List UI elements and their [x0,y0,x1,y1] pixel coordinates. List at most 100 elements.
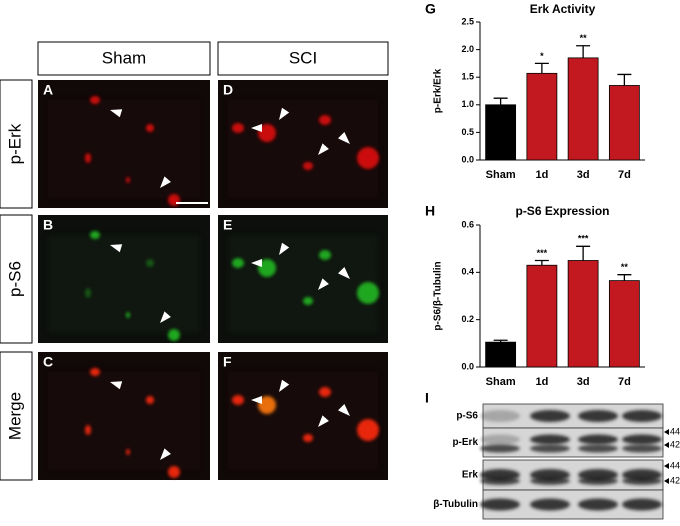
cell [126,449,130,455]
arrowhead [110,109,123,118]
marker-arrow [664,478,669,484]
cell [303,162,313,170]
y-tick-label: 0.2 [461,314,474,324]
bar [567,57,599,161]
cell [126,312,130,318]
blot-label: p-S6 [456,411,478,422]
blot-band [622,444,662,453]
cell [357,419,379,441]
panel-letter: B [43,217,53,233]
marker-arrow [664,429,669,435]
bar [485,341,517,368]
cell [126,177,130,183]
blot-band [480,434,520,445]
x-tick-label: 7d [618,376,631,388]
blot-band [578,434,618,445]
row-label: Merge [5,392,24,440]
y-tick-label: 0.4 [461,267,474,277]
blot-band [622,498,662,511]
arrowhead [318,143,329,155]
significance: ** [621,262,629,272]
micrograph-texture [48,235,200,333]
cell [168,466,180,478]
blot-label: Erk [462,470,479,481]
cell [258,124,276,142]
panel-label: H [425,203,435,219]
chart-title: p-S6 Expression [515,204,609,218]
arrowhead [110,381,123,390]
arrowhead [160,448,171,460]
row-label-box [0,214,33,344]
panel-letter: F [223,354,232,370]
cell [232,395,244,405]
error-bar [534,62,549,74]
cell [357,147,379,169]
column-header-box [37,41,211,76]
y-axis-label: p-S6/β-Tubulin [433,261,444,330]
significance: * [540,51,544,61]
bar [526,72,558,161]
bar [567,260,599,368]
error-bar [576,245,591,261]
arrowhead [338,267,350,279]
micrograph-texture [48,372,200,470]
y-axis-label: p-Erk/Erk [433,68,444,113]
cell [85,288,91,298]
y-tick-label: 0.0 [461,361,474,371]
column-header: SCI [289,48,317,67]
column-header-box [217,41,389,76]
error-bar [617,274,632,281]
arrowhead [318,278,329,290]
row-label: p-S6 [5,261,24,297]
blot-band [578,498,618,511]
error-bar [576,45,591,58]
column-header: Sham [102,48,146,67]
cell [168,194,180,206]
significance: *** [537,248,548,258]
cell [90,368,100,376]
cell [319,387,331,397]
micrograph-texture [228,100,378,198]
marker-arrow [664,463,669,469]
arrowhead [279,242,290,255]
cell [146,396,154,404]
mw-marker: 42 [670,439,680,449]
blot-band [480,498,520,511]
significance: *** [578,234,589,244]
error-bar [617,73,632,86]
blot-label: β-Tubulin [433,499,478,510]
error-bar [493,339,508,343]
mw-marker: 44 [670,460,680,470]
arrowhead [318,415,329,427]
blot-band [622,477,662,485]
y-tick-label: 0.0 [461,154,474,164]
y-tick-label: 1.0 [461,99,474,109]
x-tick-label: 3d [577,376,590,388]
blot-band [530,434,570,445]
arrowhead [279,379,290,392]
arrowhead [251,259,262,267]
cell [319,250,331,260]
cell [258,259,276,277]
micrograph-texture [48,100,200,198]
panel-letter: A [43,82,53,98]
blot-band [530,444,570,453]
mw-marker: 42 [670,475,680,485]
micrograph-texture [228,235,378,333]
panel-label: G [425,1,436,17]
blot-band [578,477,618,485]
panel-letter: D [223,82,233,98]
bar [485,104,517,161]
y-tick-label: 2.5 [461,16,474,26]
panel-letter: E [223,217,232,233]
significance: ** [580,33,588,43]
blot-band [480,410,520,422]
cell [90,96,100,104]
micrograph-texture [228,372,378,470]
x-tick-label: Sham [486,376,516,388]
blot-band [530,410,570,422]
bar [608,85,640,161]
blot-band [530,477,570,485]
blot-band [622,410,662,422]
